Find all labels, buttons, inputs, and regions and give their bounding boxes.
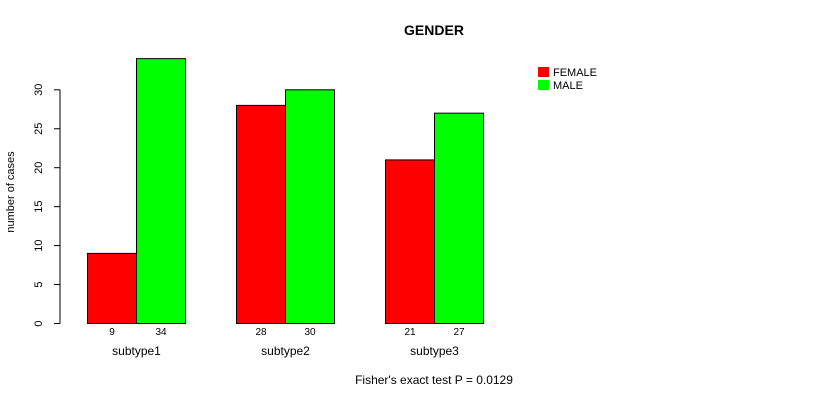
category-labels: subtype1 subtype2 subtype3 xyxy=(112,344,459,358)
bar-subtype1-female xyxy=(87,252,137,324)
y-tick-label-10: 10 xyxy=(33,239,45,251)
y-tick-label-15: 15 xyxy=(33,201,45,213)
y-axis-label: number of cases xyxy=(5,151,17,233)
chart-title: GENDER xyxy=(404,22,464,38)
bar-subtype1-male xyxy=(136,58,186,324)
bar-subtype3-female xyxy=(385,159,435,324)
category-label-subtype2: subtype2 xyxy=(261,344,310,358)
y-axis: 0 5 10 15 20 25 30 xyxy=(33,84,61,327)
y-tick-label-20: 20 xyxy=(33,162,45,174)
bar-subtype3-male xyxy=(434,112,484,324)
value-label-subtype2-male: 30 xyxy=(304,327,316,338)
y-tick-label-25: 25 xyxy=(33,123,45,135)
legend-label-female: FEMALE xyxy=(553,67,597,79)
legend-label-male: MALE xyxy=(553,80,583,92)
value-label-subtype3-male: 27 xyxy=(453,327,465,338)
value-label-subtype2-female: 28 xyxy=(255,327,267,338)
category-label-subtype1: subtype1 xyxy=(112,344,161,358)
fisher-test-annotation: Fisher's exact test P = 0.0129 xyxy=(355,373,513,387)
value-label-subtype3-female: 21 xyxy=(404,327,416,338)
y-tick-label-0: 0 xyxy=(33,320,45,326)
y-tick-label-30: 30 xyxy=(33,84,45,96)
value-labels: 9 34 28 30 21 27 xyxy=(109,327,465,338)
bar-subtype2-male xyxy=(285,89,335,324)
category-label-subtype3: subtype3 xyxy=(410,344,459,358)
bars xyxy=(87,58,484,324)
value-label-subtype1-male: 34 xyxy=(155,327,167,338)
legend-swatch-male xyxy=(538,80,549,90)
bar-subtype2-female xyxy=(236,104,286,324)
value-label-subtype1-female: 9 xyxy=(109,327,115,338)
legend-swatch-female xyxy=(538,67,549,77)
y-tick-label-5: 5 xyxy=(33,281,45,287)
